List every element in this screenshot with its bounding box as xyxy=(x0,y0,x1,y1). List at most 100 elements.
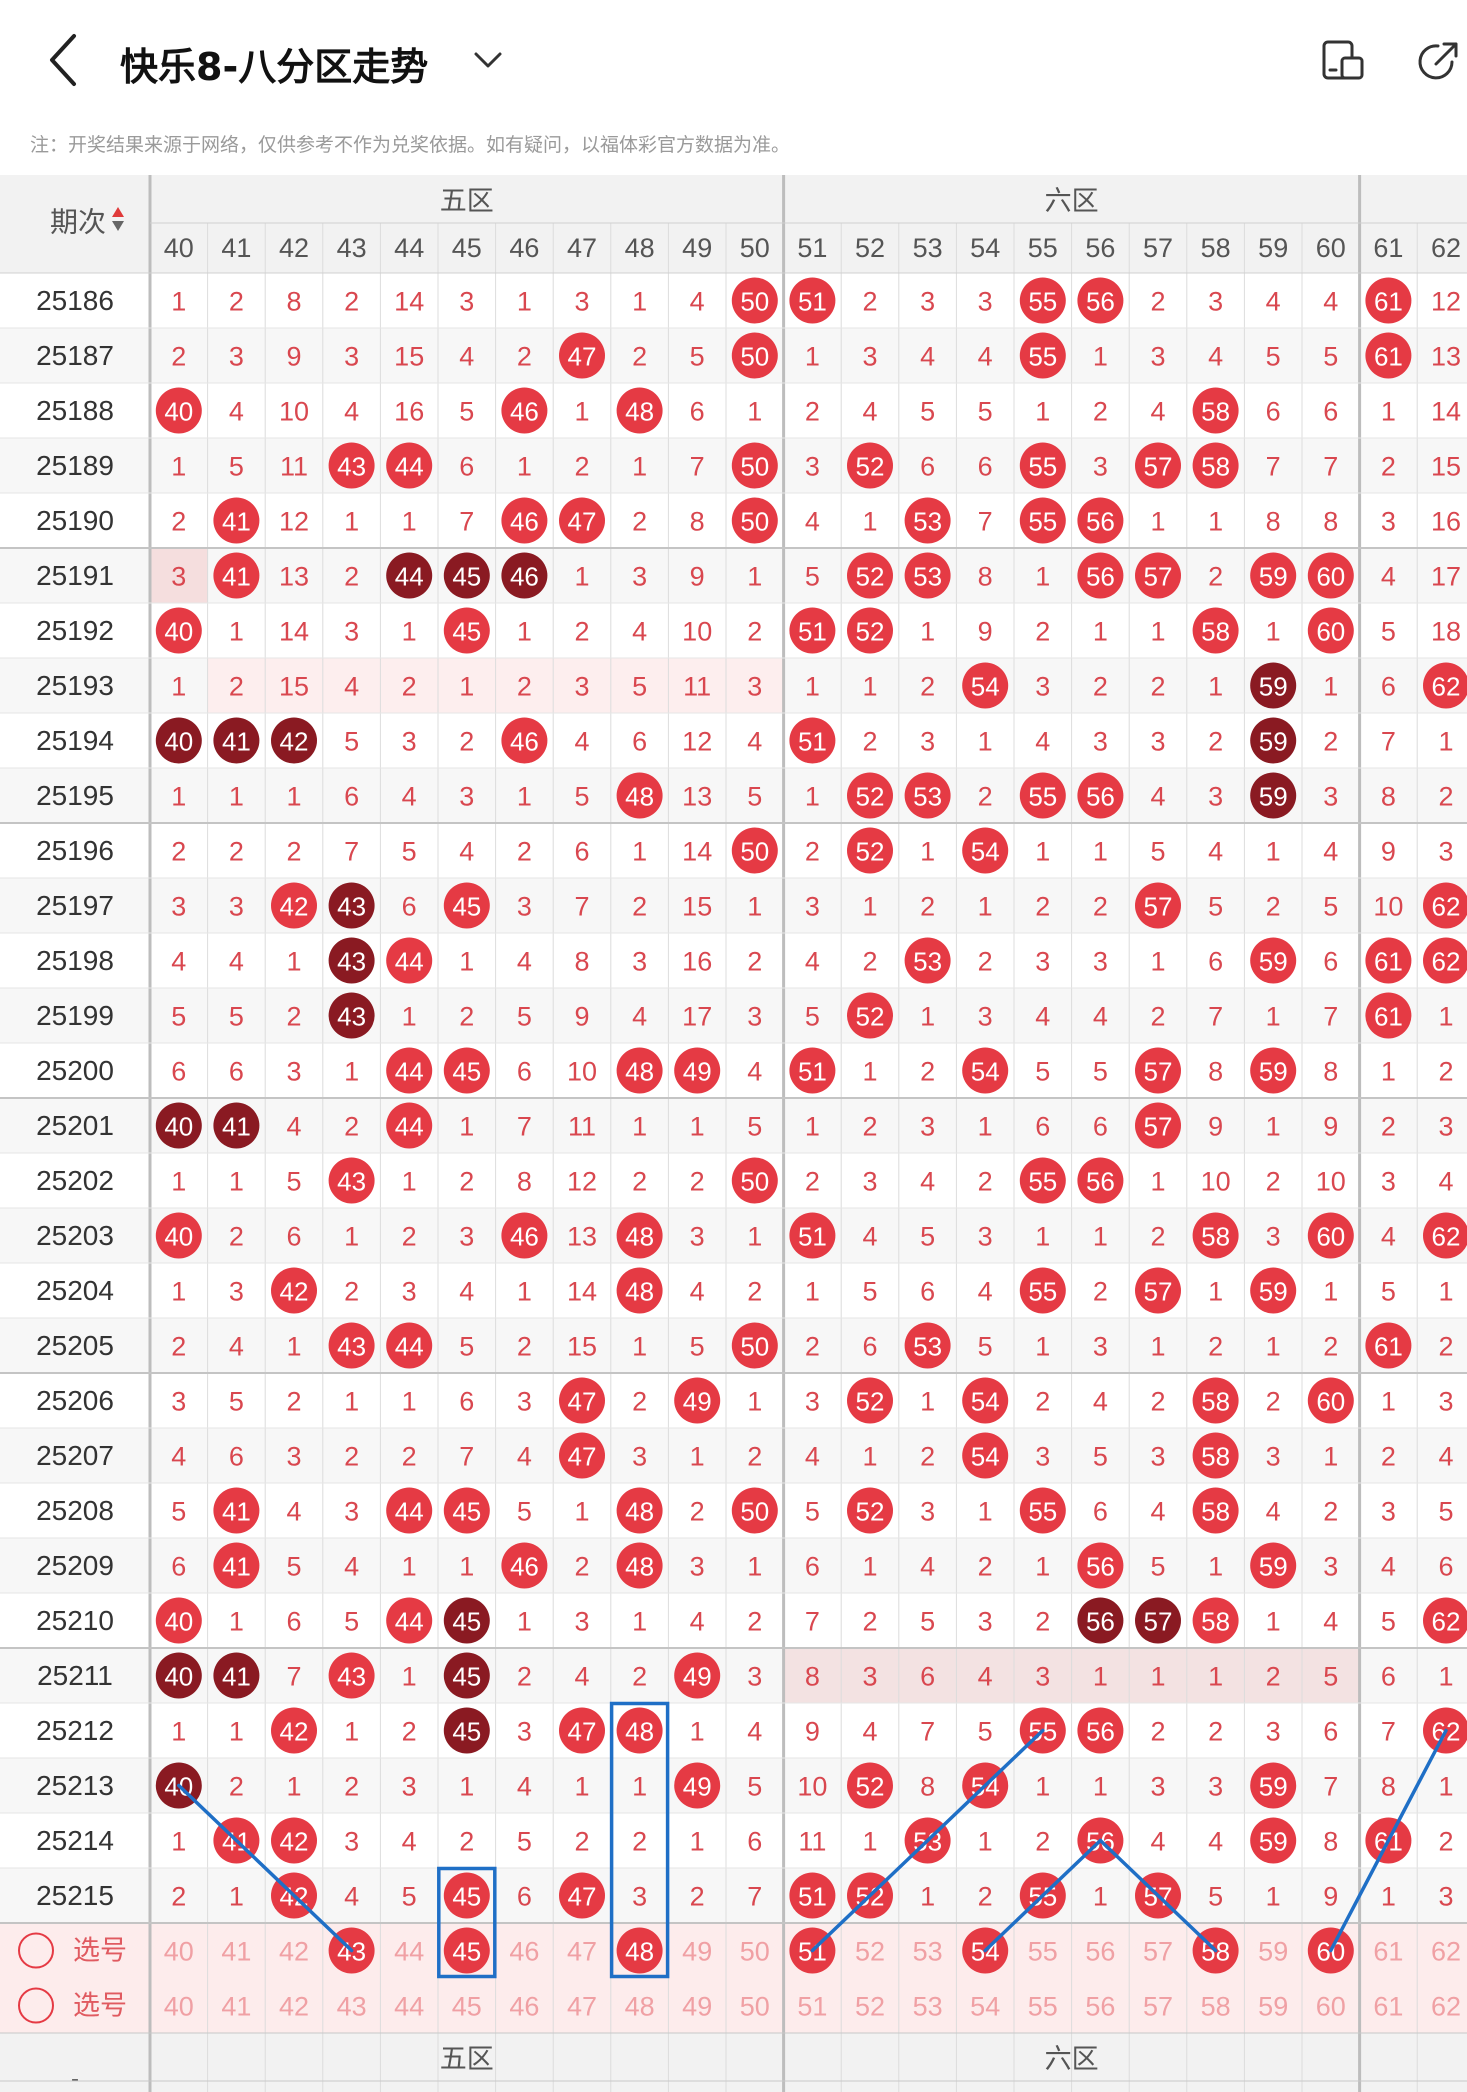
table-row: 2521340212314114951052854113359781 xyxy=(0,1758,1467,1813)
select-number[interactable]: 57 xyxy=(1143,1937,1173,1967)
hit-ball xyxy=(559,1377,605,1424)
select-number[interactable]: 62 xyxy=(1431,1992,1461,2022)
table-row: 25203 40 2 6 1 2 3 46 13 48 3 1 51 4 5 3 1 1 2 58 3 60 4 62 xyxy=(0,1208,1467,1263)
miss-count: 3 xyxy=(747,1662,762,1692)
select-number[interactable]: 53 xyxy=(913,1937,943,1967)
sort-icon[interactable] xyxy=(112,207,124,231)
select-number[interactable]: 54 xyxy=(970,1992,1000,2022)
select-number[interactable]: 60 xyxy=(1316,1992,1346,2022)
select-number[interactable]: 45 xyxy=(452,1992,482,2022)
select-number[interactable]: 57 xyxy=(1143,1992,1173,2022)
hit-number: 60 xyxy=(1316,617,1345,647)
miss-count: 1 xyxy=(286,782,301,812)
miss-count: 1 xyxy=(920,1882,935,1912)
select-number[interactable]: 41 xyxy=(221,1937,251,1967)
select-radio[interactable] xyxy=(18,1932,54,1969)
table-row: 25187 2 3 9 3 15 4 2 47 2 5 50 1 3 4 4 55 1 3 4 5 5 61 13 xyxy=(0,328,1467,383)
period-number: 25208 xyxy=(36,1495,114,1526)
select-number[interactable]: 42 xyxy=(279,1937,309,1967)
select-number[interactable]: 49 xyxy=(682,1937,712,1967)
miss-count: 4 xyxy=(1381,1222,1396,1252)
hit-number: 40 xyxy=(164,1222,193,1252)
miss-count: 2 xyxy=(517,837,532,867)
select-number[interactable]: 58 xyxy=(1201,1992,1231,2022)
page-title[interactable]: 快乐8-八分区走势 xyxy=(120,45,429,89)
miss-count: 3 xyxy=(171,1387,186,1417)
select-number[interactable]: 56 xyxy=(1085,1937,1115,1967)
chevron-down-icon[interactable] xyxy=(468,40,508,80)
miss-count: 1 xyxy=(1208,1552,1223,1582)
back-icon[interactable] xyxy=(40,28,90,92)
select-row[interactable]: 选号 40 41 42 43 44 45 46 47 48 49 50 51 52 53 54 55 56 57 58… xyxy=(0,1978,1467,2033)
hit-number: 40 xyxy=(164,1607,193,1637)
miss-count: 16 xyxy=(1431,507,1461,537)
period-number: 25205 xyxy=(36,1330,114,1361)
hit-ball xyxy=(386,442,433,489)
hit-number: 40 xyxy=(164,1662,193,1692)
miss-count: 5 xyxy=(1323,1662,1338,1692)
select-number[interactable]: 55 xyxy=(1028,1937,1058,1967)
hit-number: 48 xyxy=(625,782,654,812)
select-number[interactable]: 52 xyxy=(855,1992,885,2022)
select-number[interactable]: 42 xyxy=(279,1992,309,2022)
select-number[interactable]: 56 xyxy=(1085,1992,1115,2022)
selected-number: 45 xyxy=(452,1937,481,1967)
hit-number: 56 xyxy=(1086,507,1115,537)
select-number[interactable]: 59 xyxy=(1258,1937,1288,1967)
hit-ball xyxy=(443,1487,490,1534)
select-number[interactable]: 47 xyxy=(567,1937,597,1967)
hit-number: 47 xyxy=(568,1717,597,1747)
miss-count: 4 xyxy=(1150,397,1165,427)
select-number[interactable]: 40 xyxy=(164,1937,194,1967)
select-number[interactable]: 41 xyxy=(221,1992,251,2022)
select-number[interactable]: 62 xyxy=(1431,1937,1461,1967)
table-row: 25207 4 6 3 2 2 7 4 47 3 1 2 4 1 2 54 3 5 3 58 3 1 2 4 xyxy=(0,1428,1467,1483)
select-number[interactable]: 46 xyxy=(509,1937,539,1967)
hit-number: 52 xyxy=(856,452,885,482)
select-number[interactable]: 51 xyxy=(797,1992,827,2022)
select-number[interactable]: 49 xyxy=(682,1992,712,2022)
selected-ball[interactable] xyxy=(616,1927,663,1974)
select-number[interactable]: 52 xyxy=(855,1937,885,1967)
select-number[interactable]: 44 xyxy=(394,1992,424,2022)
miss-count: 2 xyxy=(344,1442,359,1472)
select-number[interactable]: 59 xyxy=(1258,1992,1288,2022)
hit-number: 43 xyxy=(337,947,366,977)
miss-count: 1 xyxy=(171,782,186,812)
select-number[interactable]: 40 xyxy=(164,1992,194,2022)
hit-number: 50 xyxy=(740,1167,769,1197)
select-row[interactable]: 选号 40 41 42 43 44 45 46 47 48 49 50 51 52 53 54 55 56 57 58… xyxy=(0,1923,1467,1978)
share-icon[interactable] xyxy=(1416,38,1462,84)
miss-count: 3 xyxy=(1323,1552,1338,1582)
select-number[interactable]: 48 xyxy=(625,1992,655,2022)
select-number[interactable]: 61 xyxy=(1373,1992,1403,2022)
select-number[interactable]: 43 xyxy=(337,1992,367,2022)
miss-count: 2 xyxy=(1208,562,1223,592)
hit-number: 58 xyxy=(1201,1222,1230,1252)
select-number[interactable]: 53 xyxy=(913,1992,943,2022)
miss-count: 1 xyxy=(1208,672,1223,702)
miss-count: 13 xyxy=(279,562,309,592)
hit-ball xyxy=(1077,1157,1124,1204)
miss-count: 4 xyxy=(862,397,877,427)
select-number[interactable]: 44 xyxy=(394,1937,424,1967)
miss-count: 2 xyxy=(978,1167,993,1197)
miss-count: 1 xyxy=(171,287,186,317)
hit-number: 48 xyxy=(625,397,654,427)
miss-count: 5 xyxy=(747,1772,762,1802)
select-number[interactable]: 47 xyxy=(567,1992,597,2022)
selected-ball[interactable] xyxy=(443,1927,490,1974)
hit-number: 45 xyxy=(452,1882,481,1912)
hit-number: 50 xyxy=(740,837,769,867)
miss-count: 5 xyxy=(229,1387,244,1417)
select-radio[interactable] xyxy=(18,1987,54,2024)
miss-count: 1 xyxy=(1035,1332,1050,1362)
miss-count: 2 xyxy=(920,1442,935,1472)
select-number[interactable]: 50 xyxy=(740,1992,770,2022)
select-number[interactable]: 50 xyxy=(740,1937,770,1967)
select-number[interactable]: 46 xyxy=(509,1992,539,2022)
device-layout-icon[interactable] xyxy=(1320,38,1366,84)
select-number[interactable]: 61 xyxy=(1373,1937,1403,1967)
miss-count: 1 xyxy=(402,1387,417,1417)
select-number[interactable]: 55 xyxy=(1028,1992,1058,2022)
